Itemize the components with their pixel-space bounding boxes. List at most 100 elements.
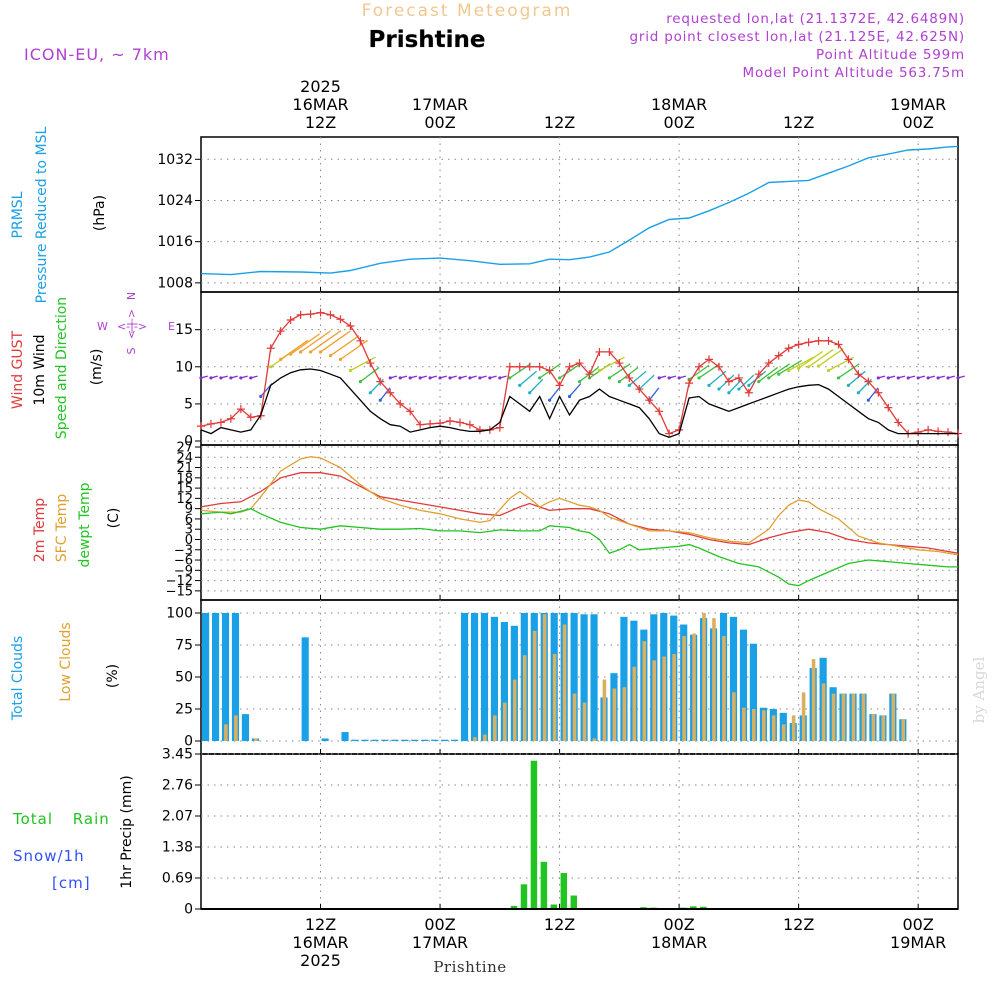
wind-arrow-head xyxy=(358,380,362,384)
wind-arrow-head xyxy=(627,383,631,387)
wind-gust-marker xyxy=(814,336,823,345)
wind-gust-marker xyxy=(575,359,584,368)
y-tick-label: 0 xyxy=(184,902,193,918)
wind-direction-arrow xyxy=(628,370,647,386)
total-clouds-bar xyxy=(321,738,329,741)
wind-direction-arrow xyxy=(300,330,332,353)
total-clouds-bar xyxy=(441,739,449,741)
wind-direction-arrow xyxy=(798,350,824,369)
wind-arrow-head xyxy=(289,352,293,356)
wind-arrow-head xyxy=(498,376,502,380)
wind-direction-arrow xyxy=(559,363,581,379)
wind-arrow-head xyxy=(797,366,801,370)
wind-arrow-head xyxy=(209,376,213,380)
top-time-label: 16MAR xyxy=(292,95,348,114)
wind-gust-marker xyxy=(505,362,514,371)
wind-arrow-head xyxy=(916,376,920,380)
wind-gust-marker xyxy=(236,405,245,414)
wind-arrow-head xyxy=(677,376,681,380)
wind-arrow-head xyxy=(727,391,731,395)
total-clouds-label: Total Clouds xyxy=(10,636,26,721)
wind-arrow-head xyxy=(816,364,821,368)
low-clouds-bar xyxy=(503,702,507,741)
total-clouds-bar xyxy=(580,614,588,741)
wind-direction-arrow xyxy=(788,356,815,372)
wind-direction-arrow xyxy=(310,330,342,353)
y-tick-label: −9 xyxy=(174,564,193,579)
low-clouds-bar xyxy=(851,693,856,741)
low-clouds-bar xyxy=(722,636,726,741)
low-clouds-bar xyxy=(532,630,537,741)
wind-gust-label: Wind GUST xyxy=(10,330,26,409)
wind-10m-label: 10m Wind xyxy=(32,334,48,405)
y-tick-label: 75 xyxy=(175,638,193,654)
wind-arrow-head xyxy=(388,376,392,380)
wind-arrow-head xyxy=(239,376,243,380)
temp2m-label: 2m Temp xyxy=(32,498,48,562)
low-clouds-bar xyxy=(791,715,796,741)
wind-arrow-head xyxy=(787,368,791,373)
total-clouds-bar xyxy=(590,614,598,741)
low-clouds-bar xyxy=(632,666,637,741)
compass-legend: N S W E <-|-> <-|-> xyxy=(97,292,175,355)
wind-gust-marker xyxy=(226,414,235,423)
low-clouds-bar xyxy=(821,683,826,741)
pressure-title-1: PRMSL xyxy=(10,191,26,238)
wind-gust-marker xyxy=(555,381,564,390)
low-clouds-bar xyxy=(712,618,716,741)
wind-ylabel: (m/s) xyxy=(89,349,105,386)
wind-gust-marker xyxy=(944,428,953,437)
wind-gust-marker xyxy=(665,429,674,438)
wind-gust-marker xyxy=(346,321,355,330)
y-tick-label: −15 xyxy=(166,584,193,599)
low-clouds-bar xyxy=(512,679,517,741)
wind-arrow-head xyxy=(577,380,582,384)
wind-direction-arrow xyxy=(519,370,538,386)
rain-bar xyxy=(520,884,528,909)
dewpt-temp-line xyxy=(200,508,958,587)
wind-direction-arrow xyxy=(778,359,803,375)
y-tick-label: 27 xyxy=(176,441,193,456)
total-clouds-bar xyxy=(241,714,250,741)
top-time-label: 12Z xyxy=(305,113,336,132)
wind-arrow-head xyxy=(299,350,303,354)
y-tick-label: 1016 xyxy=(157,234,193,250)
low-clouds-bar xyxy=(801,692,806,741)
wind-gust-marker xyxy=(426,419,435,428)
wind-gust-marker xyxy=(704,355,713,364)
y-tick-label: 0.69 xyxy=(162,871,193,887)
wind-arrow-head xyxy=(199,376,203,380)
bottom-time-label: 00Z xyxy=(902,915,933,934)
wind-gust-marker xyxy=(914,428,923,437)
wind-arrow-head xyxy=(936,376,940,380)
wind-gust-marker xyxy=(645,396,654,405)
wind-gust-marker xyxy=(316,308,325,317)
wind-10m-line xyxy=(200,368,958,438)
footer-location: Prishtine xyxy=(433,958,506,976)
wind-gust-marker xyxy=(754,370,763,379)
y-tick-label: 5 xyxy=(184,396,193,412)
wind-arrow-head xyxy=(318,350,323,354)
wind-arrow-head xyxy=(478,376,482,380)
wind-gust-marker xyxy=(784,344,793,353)
low-clouds-label: Low Clouds xyxy=(58,622,74,701)
y-tick-label: 3 xyxy=(185,523,193,538)
low-clouds-bar xyxy=(612,688,617,741)
bottom-time-label: 19MAR xyxy=(890,933,946,952)
pressure-ylabel: (hPa) xyxy=(92,195,108,231)
low-clouds-bar xyxy=(861,693,866,741)
rain-bar xyxy=(530,760,538,909)
total-clouds-bar xyxy=(470,613,479,741)
wind-arrow-head xyxy=(308,350,313,354)
wind-arrow-head xyxy=(398,376,402,380)
total-clouds-bar xyxy=(431,739,439,741)
location-title: Prishtine xyxy=(369,27,486,53)
y-tick-label: 15 xyxy=(175,322,193,338)
wind-gust-marker xyxy=(336,315,345,324)
y-tick-label: −12 xyxy=(166,574,193,589)
bottom-time-label: 16MAR xyxy=(292,933,348,952)
temp2m-line xyxy=(200,472,959,554)
low-clouds-bar xyxy=(253,738,258,741)
wind-gust-marker xyxy=(535,362,544,371)
